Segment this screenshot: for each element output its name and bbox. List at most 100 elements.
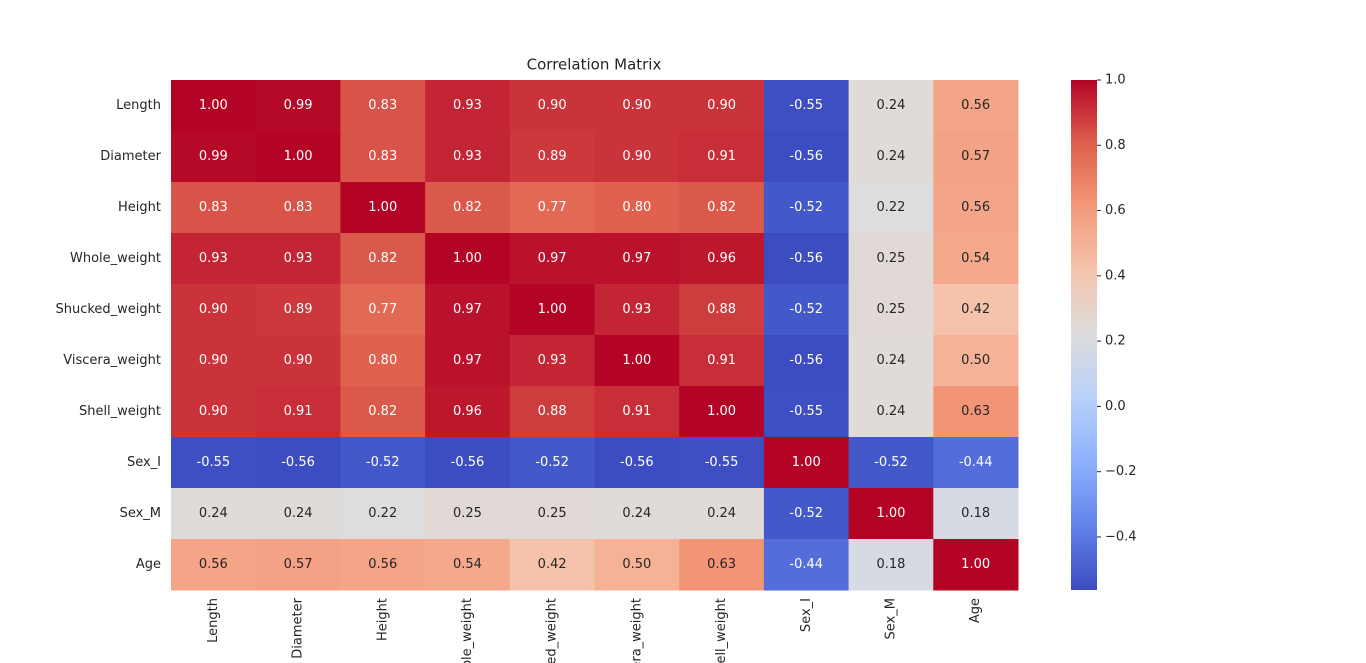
cell-label: 0.97 — [453, 302, 482, 317]
heatmap-cell — [255, 233, 341, 285]
heatmap-cell — [763, 131, 850, 183]
cell-label: 0.90 — [284, 353, 313, 368]
heatmap-cell — [255, 437, 341, 489]
heatmap-cell — [594, 233, 680, 285]
cell-label: 0.24 — [876, 149, 905, 164]
cell-label: 0.24 — [876, 404, 905, 419]
cell-label: 0.91 — [622, 404, 651, 419]
y-tick-label: Sex_I — [127, 455, 161, 470]
cell-label: 0.90 — [199, 302, 228, 317]
heatmap-cell — [340, 386, 426, 438]
heatmap-cell — [171, 233, 257, 285]
cell-label: -0.52 — [366, 455, 400, 470]
x-tick-label: Height — [375, 598, 390, 641]
cell-label: 0.82 — [453, 200, 482, 215]
x-tick-label: Sex_I — [799, 598, 814, 632]
cell-label: 0.88 — [538, 404, 567, 419]
y-tick-label: Shucked_weight — [55, 302, 161, 317]
heatmap-cell — [679, 488, 765, 540]
x-tick-label: Viscera_weight — [629, 598, 644, 663]
heatmap-cell — [679, 284, 765, 336]
cell-label: 0.89 — [538, 149, 567, 164]
cell-label: -0.52 — [874, 455, 908, 470]
cell-label: 0.83 — [284, 200, 313, 215]
cell-label: 0.24 — [622, 506, 651, 521]
heatmap-cell — [679, 539, 765, 591]
cell-label: 0.90 — [538, 98, 567, 113]
heatmap-cell — [255, 284, 341, 336]
heatmap-cell — [255, 80, 341, 132]
heatmap-cell — [509, 335, 595, 387]
cell-label: 1.00 — [368, 200, 397, 215]
cell-label: 0.24 — [707, 506, 736, 521]
heatmap-cell — [255, 539, 341, 591]
cell-label: 0.80 — [622, 200, 651, 215]
heatmap-cell — [425, 233, 511, 285]
heatmap-cell — [594, 80, 680, 132]
cell-label: 1.00 — [538, 302, 567, 317]
heatmap-cell — [255, 131, 341, 183]
heatmap-cell — [594, 488, 680, 540]
heatmap-cell — [171, 284, 257, 336]
colorbar-tick-label: 0.2 — [1105, 334, 1126, 349]
cell-label: -0.56 — [620, 455, 654, 470]
cell-label: 0.22 — [876, 200, 905, 215]
cell-label: 0.82 — [368, 251, 397, 266]
cell-label: 1.00 — [199, 98, 228, 113]
heatmap-cell — [763, 80, 850, 132]
heatmap-cell — [425, 131, 511, 183]
heatmap-cell — [848, 80, 934, 132]
cell-label: -0.56 — [789, 251, 823, 266]
cell-label: 1.00 — [876, 506, 905, 521]
heatmap-cell — [509, 437, 595, 489]
heatmap-cell — [340, 233, 426, 285]
heatmap-cell — [679, 233, 765, 285]
colorbar — [1071, 80, 1097, 590]
cell-label: 0.93 — [199, 251, 228, 266]
heatmap-cell — [763, 182, 850, 234]
heatmap-cell — [679, 437, 765, 489]
cell-label: 0.91 — [707, 149, 736, 164]
heatmap-cell — [425, 488, 511, 540]
heatmap-cell — [509, 488, 595, 540]
heatmap-cell — [509, 80, 595, 132]
heatmap-cell — [171, 437, 257, 489]
cell-label: 0.82 — [368, 404, 397, 419]
cell-label: -0.55 — [789, 98, 823, 113]
heatmap-cell — [509, 386, 595, 438]
cell-label: 0.57 — [284, 557, 313, 572]
heatmap-cell — [509, 182, 595, 234]
heatmap-cell — [594, 437, 680, 489]
heatmap-cell — [848, 284, 934, 336]
cell-label: 0.63 — [707, 557, 736, 572]
heatmap-cell — [679, 335, 765, 387]
y-tick-label: Shell_weight — [79, 404, 161, 419]
heatmap-cell — [171, 488, 257, 540]
heatmap-cell — [763, 335, 850, 387]
cell-label: 0.50 — [622, 557, 651, 572]
cell-label: 0.56 — [961, 98, 990, 113]
heatmap-cell — [255, 488, 341, 540]
x-tick-label: Sex_M — [883, 598, 898, 639]
cell-label: 0.91 — [284, 404, 313, 419]
cell-label: 0.22 — [368, 506, 397, 521]
heatmap-cell — [848, 335, 934, 387]
heatmap-cell — [509, 284, 595, 336]
cell-label: -0.52 — [789, 506, 823, 521]
cell-label: 0.93 — [453, 149, 482, 164]
cell-label: 0.18 — [876, 557, 905, 572]
cell-label: -0.56 — [281, 455, 315, 470]
heatmap-cell — [679, 131, 765, 183]
heatmap-cell — [933, 80, 1019, 132]
cell-label: -0.55 — [197, 455, 231, 470]
y-tick-label: Sex_M — [120, 506, 161, 521]
cell-label: 0.57 — [961, 149, 990, 164]
x-tick-label: Age — [968, 598, 983, 623]
cell-label: 0.42 — [961, 302, 990, 317]
heatmap-cell — [763, 233, 850, 285]
heatmap-cell — [933, 437, 1019, 489]
heatmap-cell — [848, 437, 934, 489]
cell-label: 0.93 — [453, 98, 482, 113]
heatmap-cell — [340, 284, 426, 336]
heatmap-cell — [848, 182, 934, 234]
